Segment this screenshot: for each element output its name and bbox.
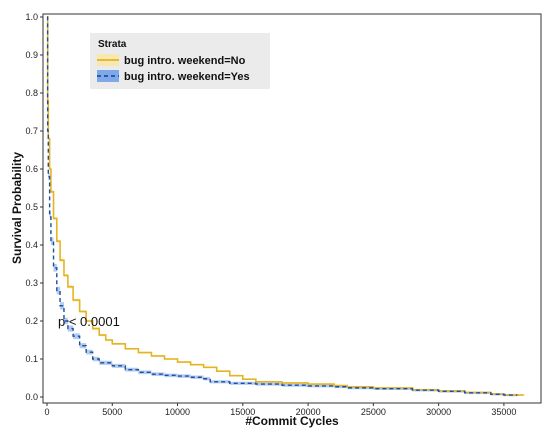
p-value-annotation: p < 0.0001 <box>58 314 120 329</box>
x-axis-title: #Commit Cycles <box>245 414 339 428</box>
y-tick-label: 0.7 <box>25 126 38 136</box>
y-tick-label: 0.8 <box>25 88 38 98</box>
y-tick-label: 0.9 <box>25 50 38 60</box>
y-tick-label: 0.2 <box>25 316 38 326</box>
y-tick-label: 0.0 <box>25 392 38 402</box>
series-yes-line <box>46 16 518 396</box>
y-tick-label: 1.0 <box>25 12 38 22</box>
x-tick-label: 20000 <box>296 407 321 417</box>
legend: Strata bug intro. weekend=No bug intro. … <box>90 33 270 89</box>
y-axis-title: Survival Probability <box>10 152 24 264</box>
y-tick-label: 0.6 <box>25 164 38 174</box>
plot-frame <box>42 13 542 404</box>
y-tick-label: 0.3 <box>25 278 38 288</box>
x-tick-label: 10000 <box>165 407 190 417</box>
x-tick-label: 25000 <box>361 407 386 417</box>
y-tick-label: 0.1 <box>25 354 38 364</box>
legend-title: Strata <box>98 39 127 50</box>
y-tick-label: 0.4 <box>25 240 38 250</box>
legend-label-yes: bug intro. weekend=Yes <box>124 71 250 83</box>
x-tick-label: 15000 <box>230 407 255 417</box>
x-tick-label: 30000 <box>426 407 451 417</box>
y-tick-label: 0.5 <box>25 202 38 212</box>
x-tick-label: 5000 <box>102 407 122 417</box>
x-axis: 0 5000 10000 15000 20000 25000 30000 35000 <box>44 403 516 417</box>
y-axis: 0.0 0.1 0.2 0.3 0.4 0.5 0.6 0.7 0.8 0.9 1.0 <box>25 12 43 402</box>
x-tick-label: 0 <box>44 407 49 417</box>
series-no-line <box>46 16 525 396</box>
plot-area <box>46 16 525 397</box>
legend-background <box>90 33 270 89</box>
x-tick-label: 35000 <box>491 407 516 417</box>
legend-label-no: bug intro. weekend=No <box>124 55 246 67</box>
